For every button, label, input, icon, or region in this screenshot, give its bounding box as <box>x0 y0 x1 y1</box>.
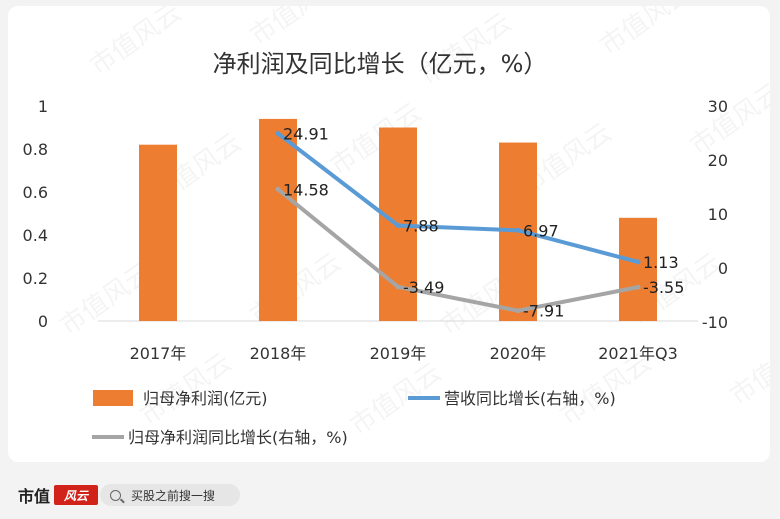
y-right-tick-label: -10 <box>702 313 728 332</box>
legend-label: 归母净利润(亿元) <box>143 389 268 408</box>
y-right-tick-label: 20 <box>708 151 728 170</box>
chart-card: 市值风云 市值风云 市值风云 市值风云 市值风云 市值风云 市值风云 市值风云 市值风云 市值风云… <box>8 0 780 462</box>
data-label: 24.91 <box>283 124 329 143</box>
line-point <box>515 227 521 233</box>
y-left-tick-label: 0 <box>38 312 48 331</box>
brand-name: 市值 <box>18 487 51 506</box>
legend: 归母净利润(亿元) 营收同比增长(右轴，%) 归母净利润同比增长(右轴，%) <box>92 389 616 447</box>
line-point <box>275 130 281 136</box>
legend-label: 营收同比增长(右轴，%) <box>444 389 616 408</box>
y-left-tick-label: 0.8 <box>23 140 48 159</box>
brand-logo[interactable]: 市值 风云 <box>18 484 99 506</box>
bar <box>139 144 177 321</box>
data-label: -3.55 <box>643 278 684 297</box>
line-point <box>635 284 641 290</box>
search-box[interactable]: 买股之前搜一搜 <box>100 484 240 506</box>
y-right-tick-label: 0 <box>718 259 728 278</box>
chart-title: 净利润及同比增长（亿元，%） <box>213 50 548 78</box>
data-label: 1.13 <box>643 253 679 272</box>
x-tick-label: 2018年 <box>250 344 307 363</box>
line-point <box>275 186 281 192</box>
line-point <box>395 284 401 290</box>
watermark-text: 市值风云 <box>245 6 347 52</box>
x-tick-label: 2021年Q3 <box>598 344 678 363</box>
line-point <box>395 222 401 228</box>
data-label: -7.91 <box>523 302 564 321</box>
line-series: 24.91 7.88 6.97 1.13 14.58 -3.49 -7.91 -3.55 <box>275 124 684 321</box>
y-right-tick-label: 30 <box>708 97 728 116</box>
line-point <box>635 259 641 265</box>
bar <box>259 118 297 322</box>
data-label: -3.49 <box>403 278 444 297</box>
legend-swatch-bar <box>93 390 133 406</box>
data-label: 7.88 <box>403 216 439 235</box>
series-line <box>276 187 640 313</box>
x-tick-label: 2019年 <box>370 344 427 363</box>
x-tick-label: 2017年 <box>130 344 187 363</box>
search-placeholder: 买股之前搜一搜 <box>131 488 216 503</box>
y-left-tick-label: 0.2 <box>23 269 48 288</box>
series-line <box>276 131 640 264</box>
y-left-tick-label: 0.6 <box>23 183 48 202</box>
axes: 0 0.2 0.4 0.6 0.8 1 -10 0 10 20 30 2017年 2018年 2019年 2… <box>23 97 728 363</box>
search-icon <box>110 489 121 501</box>
brand-badge: 风云 <box>54 485 99 505</box>
watermark-text: 市值风云 <box>725 327 770 411</box>
footer-bar: 市值 风云 买股之前搜一搜 <box>0 462 780 519</box>
bar <box>619 217 657 321</box>
x-tick-label: 2020年 <box>490 344 547 363</box>
y-left-tick-label: 1 <box>38 97 48 116</box>
data-label: 6.97 <box>523 221 559 240</box>
y-left-tick-label: 0.4 <box>23 226 48 245</box>
watermark-text: 市值风云 <box>85 6 187 82</box>
data-label: 14.58 <box>283 180 329 199</box>
watermark-text: 市值风云 <box>595 6 697 62</box>
line-point <box>515 308 521 314</box>
legend-label: 归母净利润同比增长(右轴，%) <box>128 428 348 447</box>
y-right-tick-label: 10 <box>708 205 728 224</box>
watermark-text: 市值风云 <box>685 77 770 161</box>
